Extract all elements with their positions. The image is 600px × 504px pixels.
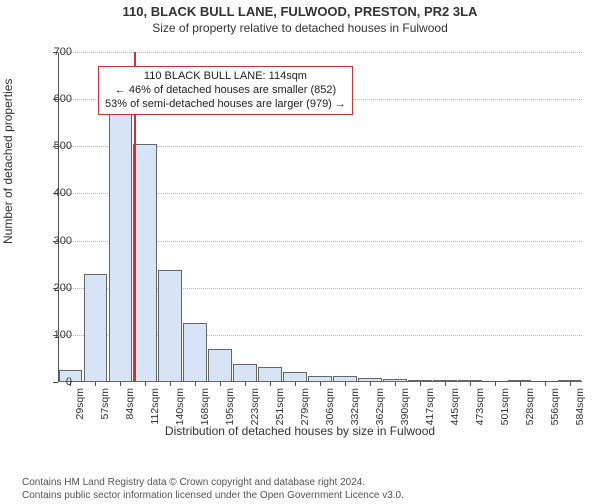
x-tick-mark xyxy=(470,382,471,386)
x-tick-label: 279sqm xyxy=(299,388,311,425)
y-axis-label: Number of detached properties xyxy=(1,79,15,244)
chart-container: Number of detached properties 110 BLACK … xyxy=(0,44,600,444)
x-tick-mark xyxy=(95,382,96,386)
x-tick-mark xyxy=(445,382,446,386)
x-tick-label: 140sqm xyxy=(174,388,186,425)
y-tick-label: 700 xyxy=(32,46,72,58)
x-tick-mark xyxy=(545,382,546,386)
x-tick-mark xyxy=(270,382,271,386)
x-tick-mark xyxy=(570,382,571,386)
x-tick-mark xyxy=(120,382,121,386)
y-tick-label: 300 xyxy=(32,235,72,247)
x-tick-label: 168sqm xyxy=(199,388,211,425)
histogram-bar xyxy=(84,274,108,382)
x-tick-label: 332sqm xyxy=(349,388,361,425)
x-tick-label: 528sqm xyxy=(524,388,536,425)
y-tick-label: 400 xyxy=(32,187,72,199)
y-tick-label: 500 xyxy=(32,140,72,152)
x-tick-mark xyxy=(420,382,421,386)
y-tick-label: 0 xyxy=(32,376,72,388)
x-tick-mark xyxy=(320,382,321,386)
x-axis-label: Distribution of detached houses by size … xyxy=(0,424,600,438)
x-tick-label: 501sqm xyxy=(499,388,511,425)
x-tick-mark xyxy=(520,382,521,386)
annot-line-3: 53% of semi-detached houses are larger (… xyxy=(105,98,346,112)
annotation-box: 110 BLACK BULL LANE: 114sqm← 46% of deta… xyxy=(98,66,353,115)
y-tick-label: 200 xyxy=(32,282,72,294)
x-tick-label: 223sqm xyxy=(249,388,261,425)
histogram-bar xyxy=(258,367,282,382)
histogram-bar xyxy=(183,323,207,382)
y-tick-label: 100 xyxy=(32,329,72,341)
annot-line-2: ← 46% of detached houses are smaller (85… xyxy=(105,84,346,98)
x-tick-label: 417sqm xyxy=(424,388,436,425)
footer-line-2: Contains public sector information licen… xyxy=(22,490,600,503)
x-tick-label: 362sqm xyxy=(374,388,386,425)
plot-area: 110 BLACK BULL LANE: 114sqm← 46% of deta… xyxy=(58,52,582,382)
x-tick-mark xyxy=(195,382,196,386)
x-tick-mark xyxy=(395,382,396,386)
x-tick-label: 306sqm xyxy=(324,388,336,425)
x-tick-mark xyxy=(170,382,171,386)
x-tick-label: 556sqm xyxy=(549,388,561,425)
page-address-title: 110, BLACK BULL LANE, FULWOOD, PRESTON, … xyxy=(0,4,600,19)
histogram-bar xyxy=(233,364,257,382)
grid-line xyxy=(58,52,582,53)
x-tick-label: 29sqm xyxy=(74,388,86,420)
histogram-bar xyxy=(208,349,232,382)
x-tick-mark xyxy=(370,382,371,386)
x-tick-label: 57sqm xyxy=(99,388,111,420)
x-tick-mark xyxy=(220,382,221,386)
x-tick-mark xyxy=(295,382,296,386)
y-tick-label: 600 xyxy=(32,93,72,105)
x-tick-label: 584sqm xyxy=(574,388,586,425)
annot-line-1: 110 BLACK BULL LANE: 114sqm xyxy=(105,70,346,84)
footer-attribution: Contains HM Land Registry data © Crown c… xyxy=(0,477,600,502)
x-tick-label: 251sqm xyxy=(274,388,286,425)
histogram-bar xyxy=(283,372,307,382)
x-tick-label: 473sqm xyxy=(474,388,486,425)
x-tick-label: 445sqm xyxy=(449,388,461,425)
page-subtitle: Size of property relative to detached ho… xyxy=(0,21,600,35)
x-tick-mark xyxy=(345,382,346,386)
x-tick-mark xyxy=(245,382,246,386)
x-tick-label: 112sqm xyxy=(149,388,161,425)
histogram-bar xyxy=(109,111,133,382)
histogram-bar xyxy=(158,270,182,382)
x-tick-mark xyxy=(495,382,496,386)
histogram-bar xyxy=(133,144,157,382)
x-tick-mark xyxy=(145,382,146,386)
footer-line-1: Contains HM Land Registry data © Crown c… xyxy=(22,477,600,490)
x-tick-label: 195sqm xyxy=(224,388,236,425)
x-tick-label: 390sqm xyxy=(399,388,411,425)
x-tick-label: 84sqm xyxy=(124,388,136,420)
